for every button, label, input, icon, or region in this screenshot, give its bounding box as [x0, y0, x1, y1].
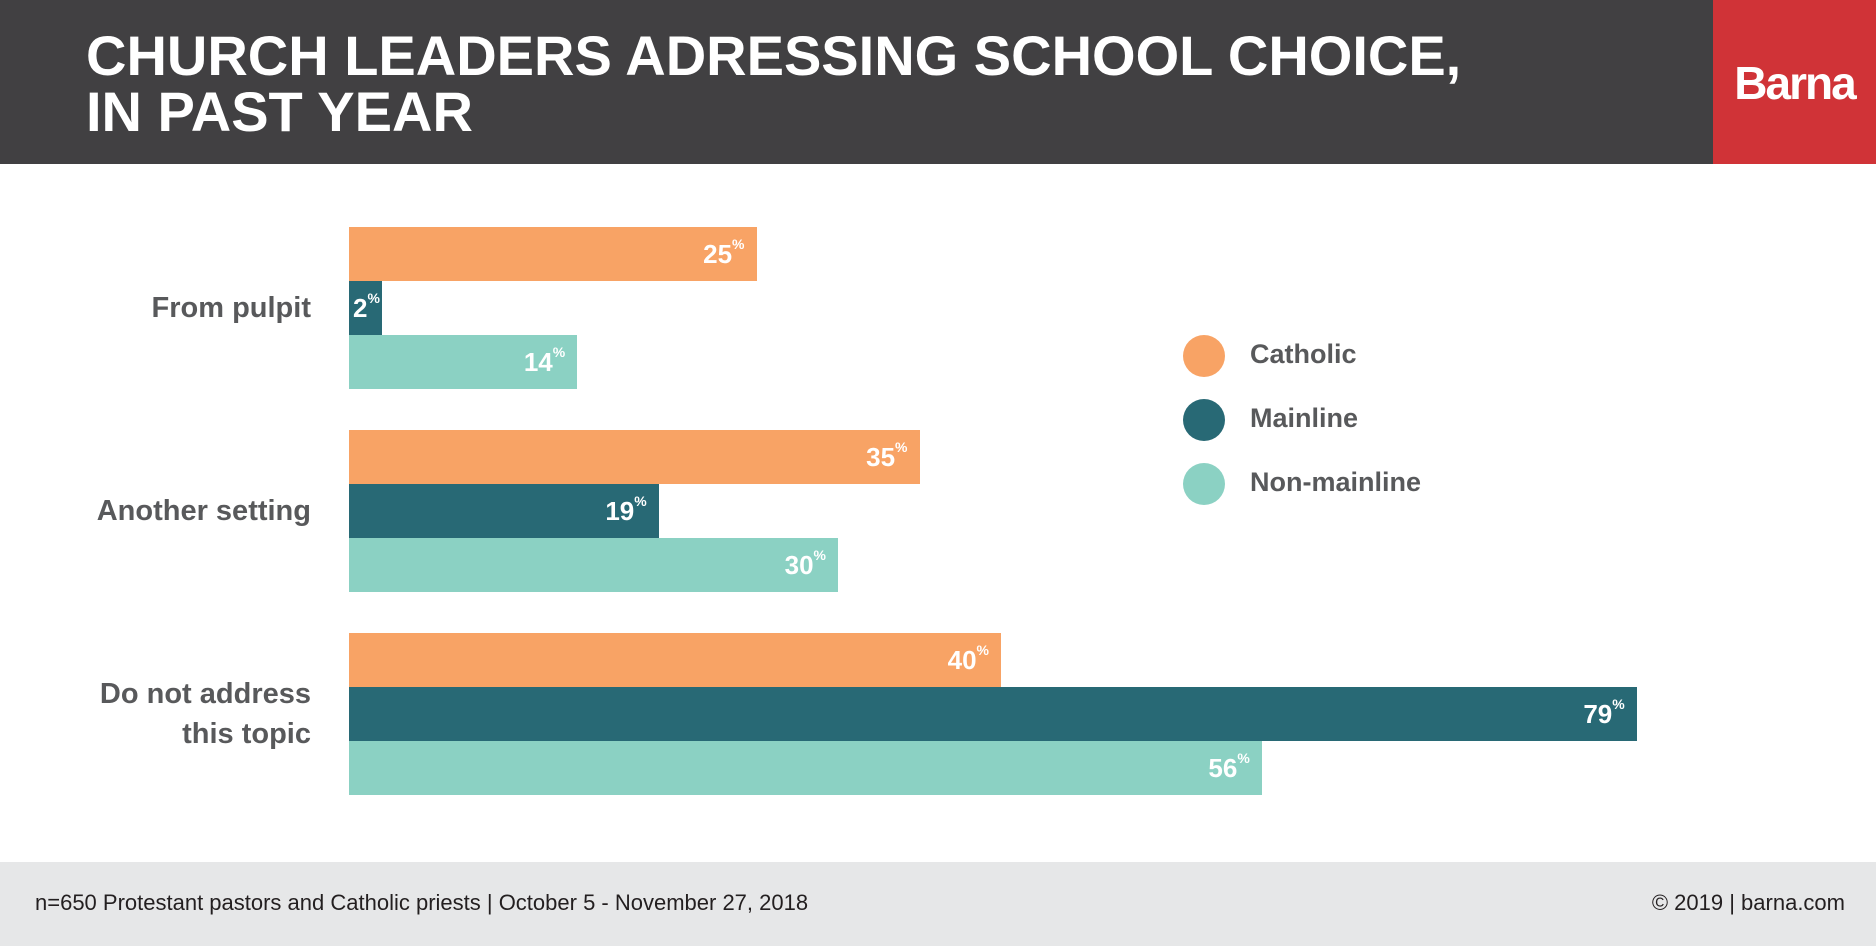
percent-sign: % [552, 344, 566, 360]
footer: n=650 Protestant pastors and Catholic pr… [0, 862, 1876, 946]
legend-label: Mainline [1250, 403, 1359, 433]
legend-label: Catholic [1250, 339, 1357, 369]
data-value: 30 [784, 550, 814, 580]
percent-sign: % [976, 642, 989, 658]
data-label: 2% [353, 281, 380, 335]
barna-logo: Barna [1713, 0, 1876, 164]
chart-title: CHURCH LEADERS ADRESSING SCHOOL CHOICE, … [86, 28, 1461, 140]
legend-swatch [1183, 399, 1225, 441]
category-label: From pulpit [151, 292, 311, 324]
bar-catholic: 40% [349, 633, 1001, 687]
data-label: 19% [605, 484, 646, 538]
legend-swatch [1183, 463, 1225, 505]
data-value: 56 [1208, 753, 1238, 783]
data-value: 2 [353, 293, 368, 323]
title-line-1: CHURCH LEADERS ADRESSING SCHOOL CHOICE, [86, 24, 1462, 87]
data-label: 40% [948, 633, 989, 687]
percent-sign: % [813, 547, 826, 563]
data-label: 30% [785, 538, 826, 592]
copyright: © 2019 | barna.com [1651, 890, 1845, 915]
bar-catholic: 35% [349, 430, 920, 484]
bar-catholic: 25% [349, 227, 757, 281]
legend-label: Non-mainline [1250, 467, 1422, 497]
bar-mainline: 19% [349, 484, 659, 538]
bar-chart: From pulpit 25% 2% 14% Another setting 35% 19%… [0, 164, 1876, 862]
title-line-2: IN PAST YEAR [86, 80, 473, 143]
category-label: Another setting [96, 495, 311, 527]
bar-mainline: 2% [349, 281, 382, 335]
bar-non-mainline: 14% [349, 335, 578, 389]
percent-sign: % [634, 493, 647, 509]
bar-non-mainline: 30% [349, 538, 838, 592]
header-bar: CHURCH LEADERS ADRESSING SCHOOL CHOICE, … [0, 0, 1713, 164]
category-label: Do not address this topic [99, 678, 311, 750]
percent-sign: % [367, 290, 380, 306]
data-label: 79% [1583, 687, 1624, 741]
data-label: 35% [866, 430, 907, 484]
percent-sign: % [1237, 750, 1250, 766]
data-value: 14 [523, 347, 553, 377]
percent-sign: % [732, 236, 745, 252]
bar-non-mainline: 56% [349, 741, 1262, 795]
source-note: n=650 Protestant pastors and Catholic pr… [35, 890, 809, 915]
data-value: 79 [1583, 699, 1613, 729]
bar-mainline: 79% [349, 687, 1637, 741]
percent-sign: % [1612, 696, 1625, 712]
legend-swatch [1183, 335, 1225, 377]
data-value: 19 [605, 496, 635, 526]
data-label: 25% [703, 227, 744, 281]
percent-sign: % [895, 439, 908, 455]
data-value: 35 [866, 442, 896, 472]
data-label: 14% [524, 335, 565, 389]
data-value: 25 [703, 239, 733, 269]
logo-text: Barna [1734, 57, 1856, 109]
data-label: 56% [1208, 741, 1249, 795]
data-value: 40 [947, 645, 977, 675]
